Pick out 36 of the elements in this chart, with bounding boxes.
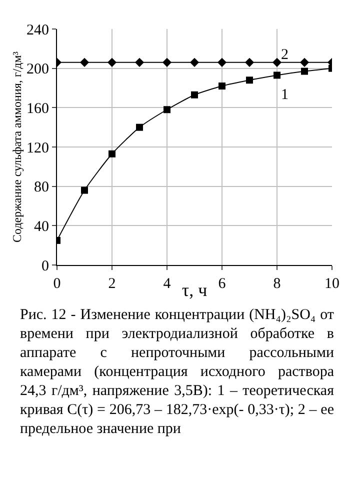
y-tick-label: 160: [26, 100, 49, 117]
point: [134, 58, 144, 67]
series-label: 2: [281, 47, 288, 63]
point: [217, 58, 227, 67]
y-tick-label: 80: [34, 180, 49, 196]
y-tick-label: 200: [26, 62, 49, 78]
series-label: 1: [281, 87, 288, 103]
point: [136, 124, 143, 131]
point: [218, 82, 226, 90]
x-tick-label: 10: [324, 276, 340, 292]
point: [107, 58, 117, 67]
point: [108, 150, 116, 158]
y-tick-label: 240: [26, 22, 49, 38]
point: [301, 68, 308, 75]
point: [81, 186, 88, 194]
point: [162, 58, 172, 67]
point: [300, 58, 310, 67]
x-tick-label: 8: [273, 276, 281, 292]
point: [274, 72, 280, 79]
x-tick-label: 4: [163, 276, 172, 292]
x-tick-label: 0: [53, 276, 61, 292]
y-tick-label: 0: [42, 258, 49, 274]
point: [190, 58, 200, 67]
point: [164, 106, 170, 114]
point: [191, 91, 198, 98]
x-axis-title: τ, ч: [182, 280, 208, 300]
point: [80, 58, 90, 67]
x-tick-label: 2: [108, 276, 116, 292]
y-axis-title: Содержание сульфата аммония, г/дм³: [10, 51, 24, 242]
point: [272, 58, 282, 67]
y-tick-label: 120: [26, 140, 49, 156]
x-tick-label: 6: [218, 276, 226, 292]
point: [246, 76, 253, 84]
point: [244, 58, 254, 67]
y-tick-label: 40: [34, 218, 49, 235]
text: Рис. 12 - Изменение концентрации (NH₄)₂SO₄ от времени при электродиализной обработке в аппарате с непроточными рассольными камерами (концентрация исходного раствора 24,3 г/дм³, напряжение 3,5В): 1 – теоретическая кривая С(τ) = 206,73 – 182,73·exp(- 0,33·τ); 2 – ее предельное значение при: [19, 306, 335, 439]
